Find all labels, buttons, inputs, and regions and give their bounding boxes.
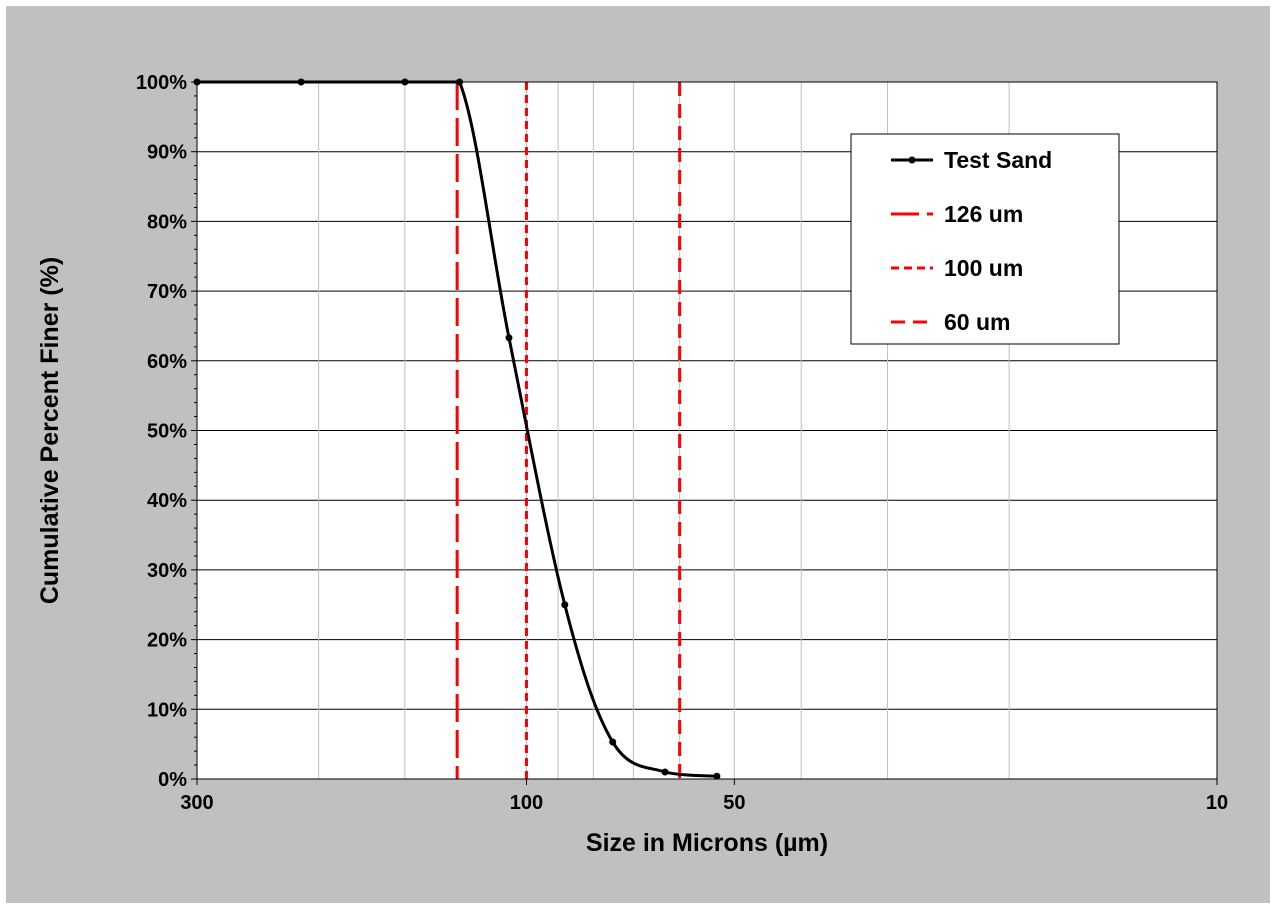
x-tick-label: 100 (510, 792, 543, 814)
y-tick-label: 50% (147, 421, 187, 443)
x-axis-title: Size in Microns (µm) (586, 829, 828, 857)
chart-area: 0% 10% 20% 30% 40% 50% 60% 70% 80% 90% 100% 300 100 5… (6, 6, 1270, 903)
data-point (561, 601, 569, 609)
y-tick-label: 80% (147, 211, 187, 233)
y-tick-label: 60% (147, 351, 187, 373)
data-point (713, 772, 721, 780)
data-point (505, 334, 513, 342)
y-tick-label: 30% (147, 560, 187, 582)
axes: 0% 10% 20% 30% 40% 50% 60% 70% 80% 90% 100% 300 100 5… (136, 72, 1228, 814)
y-tick-label: 0% (158, 769, 187, 791)
legend-entry: 100 um (891, 255, 1023, 281)
y-tick-label: 20% (147, 630, 187, 652)
x-tick-label: 50 (723, 792, 745, 814)
y-tick-label: 70% (147, 281, 187, 303)
legend-box (850, 133, 1120, 345)
legend-entry: 126 um (891, 201, 1023, 227)
y-tick-label: 40% (147, 490, 187, 512)
legend-label: 126 um (944, 201, 1023, 227)
x-tick-label: 300 (180, 792, 213, 814)
y-axis-title: Cumulative Percent Finer (%) (36, 257, 64, 604)
y-tick-label: 90% (147, 142, 187, 164)
legend-label: Test Sand (944, 147, 1052, 173)
y-tick-label: 100% (136, 72, 187, 94)
data-point (661, 768, 669, 776)
legend-label: 60 um (944, 309, 1010, 335)
y-tick-label: 10% (147, 699, 187, 721)
reference-lines (455, 82, 682, 779)
legend-marker (908, 156, 916, 164)
x-tick-label: 10 (1206, 792, 1228, 814)
chart-svg: 0% 10% 20% 30% 40% 50% 60% 70% 80% 90% 100% 300 100 5… (36, 72, 1228, 857)
legend: Test Sand 126 um 100 um 60 um (850, 133, 1120, 345)
legend-label: 100 um (944, 255, 1023, 281)
legend-entry: 60 um (891, 309, 1010, 335)
data-point (609, 738, 617, 746)
legend-entry: Test Sand (891, 147, 1052, 173)
